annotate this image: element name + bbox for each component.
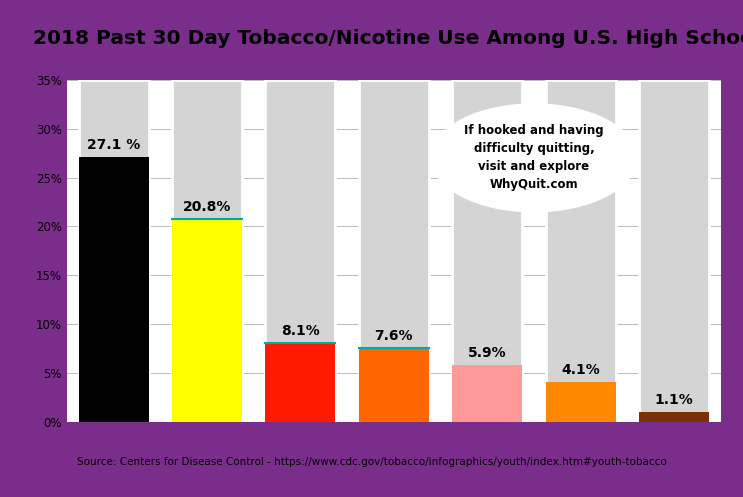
- Bar: [265, 343, 335, 422]
- Bar: [545, 80, 616, 422]
- Bar: [79, 157, 149, 422]
- Text: If hooked and having
difficulty quitting,
visit and explore
WhyQuit.com: If hooked and having difficulty quitting…: [464, 124, 604, 191]
- Text: 8.1%: 8.1%: [281, 324, 319, 338]
- Bar: [359, 80, 429, 422]
- Text: Source: Centers for Disease Control - https://www.cdc.gov/tobacco/infographics/y: Source: Centers for Disease Control - ht…: [77, 457, 666, 467]
- Bar: [639, 412, 709, 422]
- Bar: [172, 219, 242, 422]
- Ellipse shape: [431, 104, 637, 212]
- Text: 7.6%: 7.6%: [374, 329, 413, 343]
- Bar: [639, 80, 709, 422]
- Bar: [265, 80, 335, 422]
- Text: 1.1%: 1.1%: [655, 393, 693, 407]
- Text: 5.9%: 5.9%: [468, 346, 507, 360]
- Bar: [172, 80, 242, 422]
- Text: 20.8%: 20.8%: [183, 200, 231, 214]
- Bar: [359, 348, 429, 422]
- Text: 2018 Past 30 Day Tobacco/Nicotine Use Among U.S. High School Students: 2018 Past 30 Day Tobacco/Nicotine Use Am…: [33, 29, 743, 48]
- Text: 4.1%: 4.1%: [561, 363, 600, 377]
- Bar: [545, 382, 616, 422]
- Bar: [452, 80, 522, 422]
- Text: 27.1 %: 27.1 %: [87, 138, 140, 152]
- Bar: [452, 365, 522, 422]
- Bar: [79, 80, 149, 422]
